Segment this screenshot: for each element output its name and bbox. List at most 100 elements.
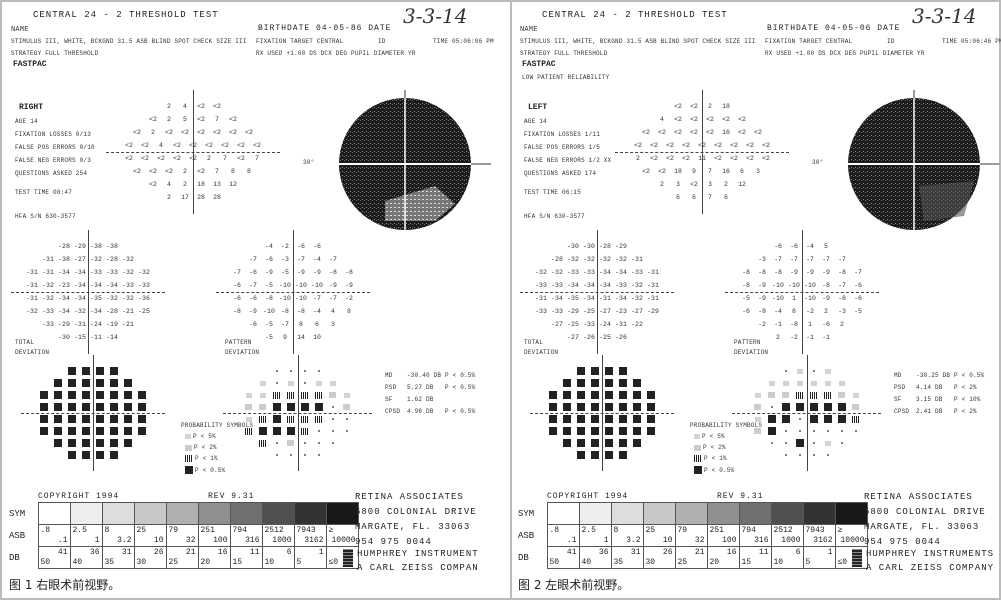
grid-value: -9 xyxy=(329,282,337,289)
manufacturer-line: HUMPHREY INSTRUMENTS xyxy=(866,549,995,559)
grid-value: -4 xyxy=(265,243,273,250)
probability-symbol xyxy=(795,391,804,399)
db-upper: 16 xyxy=(726,548,737,557)
index-name: CPSD xyxy=(894,408,910,415)
grid-value: <2 xyxy=(237,142,245,149)
probability-symbol xyxy=(591,379,599,387)
db-cell: 6 10 xyxy=(261,546,295,569)
grid-value: -32 xyxy=(122,295,134,302)
probability-symbol xyxy=(633,379,641,387)
db-cell: 41 50 xyxy=(546,546,580,569)
grid-value: -33 xyxy=(583,269,595,276)
rx-used: RX USED +1.00 DS DCX DEG PUPIL DIAMETER … xyxy=(256,50,416,57)
probability-symbol xyxy=(591,415,599,423)
grid-value: -10 xyxy=(295,282,307,289)
grid-row: 4 <2 <2 <2 <2 <2 xyxy=(627,113,777,126)
probability-symbols-title: PROBABILITY SYMBOLS xyxy=(181,422,254,429)
grid-value: -22 xyxy=(631,321,643,328)
probability-symbol xyxy=(286,415,295,423)
grid-value: -8 xyxy=(838,295,846,302)
grid-value: -10 xyxy=(772,282,784,289)
asb-upper: 2.5 xyxy=(72,526,87,535)
grid-value: <2 xyxy=(125,155,133,162)
grid-value: -10 xyxy=(788,282,800,289)
grid-value: <2 xyxy=(666,155,674,162)
probability-symbol xyxy=(591,391,599,399)
probability-symbol-key: P < 5% xyxy=(185,433,216,440)
grid-value: 2 xyxy=(167,194,171,201)
grid-value: -34 xyxy=(74,269,86,276)
probability-symbol xyxy=(287,380,294,386)
probability-symbol xyxy=(563,427,571,435)
index-p-value: P < 2% xyxy=(954,384,977,391)
asb-upper: .8 xyxy=(549,526,560,535)
probability-symbol xyxy=(286,427,295,435)
figure-caption: 图 2 左眼术前视野。 xyxy=(518,578,630,592)
asb-upper: .8 xyxy=(40,526,51,535)
grid-value: <2 xyxy=(730,142,738,149)
probability-symbol xyxy=(549,403,557,411)
probability-symbol xyxy=(329,392,336,398)
index-name: CPSD xyxy=(385,408,401,415)
grid-value: -7 xyxy=(838,282,846,289)
grid-value: <2 xyxy=(642,168,650,175)
grid-row xyxy=(235,377,360,389)
grid-value: -30 xyxy=(58,334,70,341)
gray-shade-cell xyxy=(101,502,135,525)
probability-symbol xyxy=(840,430,843,432)
db-cell: 26 30 xyxy=(642,546,676,569)
grid-value: -34 xyxy=(106,282,118,289)
grid-value: -6 xyxy=(265,256,273,263)
db-lower: 50 xyxy=(549,558,560,567)
grid-value: 2 xyxy=(776,334,780,341)
grid-value: 7 xyxy=(215,168,219,175)
horizontal-axis xyxy=(520,292,674,293)
grid-value: -6 xyxy=(249,295,257,302)
gray-shade-cell xyxy=(37,502,71,525)
grid-value: -31 xyxy=(599,295,611,302)
probability-symbol xyxy=(605,367,613,375)
asb-lower: 10000 xyxy=(331,536,356,545)
probability-symbol xyxy=(314,403,323,411)
grid-value: -29 xyxy=(647,308,659,315)
probability-symbol xyxy=(591,427,599,435)
grid-value: -10 xyxy=(311,282,323,289)
global-index: MD -30.25 DB P < 0.5% xyxy=(894,372,984,379)
grid-row: -5 9 14 10 xyxy=(228,331,358,344)
probability-symbol xyxy=(286,403,295,411)
probability-symbol xyxy=(303,442,306,444)
thirty-degree-label: 30° xyxy=(303,159,315,166)
probability-symbol xyxy=(754,404,761,410)
probability-symbol xyxy=(851,415,860,423)
global-index: CPSD 4.98 DB P < 0.5% xyxy=(385,408,475,415)
probability-symbol xyxy=(258,439,267,447)
grid-row: -8 -9 -10 -8 -8 -4 4 8 xyxy=(228,305,358,318)
grid-value: <2 xyxy=(746,142,754,149)
grid-value: <2 xyxy=(149,116,157,123)
db-cell: 26 30 xyxy=(133,546,167,569)
grid-value: <2 xyxy=(253,142,261,149)
asb-lower: 316 xyxy=(245,536,260,545)
total-deviation-probability-plot xyxy=(21,355,165,471)
grid-value: -34 xyxy=(58,308,70,315)
grid-row: -6 -8 -4 8 -2 2 -3 -5 xyxy=(737,305,867,318)
grid-value: <2 xyxy=(730,155,738,162)
grid-value: 7 xyxy=(215,116,219,123)
grid-value: -4 xyxy=(774,308,782,315)
horizontal-axis xyxy=(732,413,881,414)
asb-upper: 8 xyxy=(104,526,110,535)
asb-upper: 79 xyxy=(168,526,179,535)
db-lower: 10 xyxy=(773,558,784,567)
grid-value: -28 xyxy=(551,256,563,263)
probability-symbol xyxy=(591,439,599,447)
grid-value: -38 xyxy=(90,243,102,250)
db-lower: 15 xyxy=(232,558,243,567)
grid-value: -10 xyxy=(804,282,816,289)
grid-row xyxy=(33,365,153,377)
grid-row xyxy=(744,389,869,401)
probability-symbol xyxy=(272,403,281,411)
probability-symbol xyxy=(796,380,803,386)
index-name: PSD xyxy=(385,384,397,391)
address-line: 5800 COLONIAL DRIVE xyxy=(355,507,477,517)
probability-symbol xyxy=(694,434,700,439)
